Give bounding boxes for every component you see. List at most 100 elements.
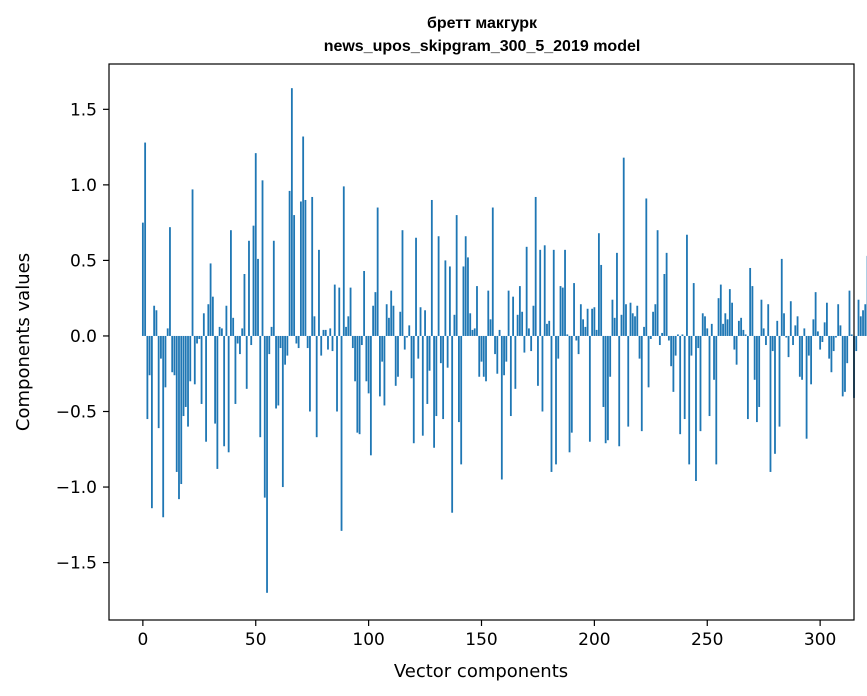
bar: [609, 335, 612, 377]
bar: [182, 335, 185, 417]
bar: [593, 307, 596, 336]
bar: [525, 246, 528, 336]
bar-series: [141, 88, 867, 593]
bar: [311, 196, 314, 336]
bar: [191, 189, 194, 336]
bar: [469, 313, 472, 336]
bar: [223, 335, 226, 447]
bar: [272, 240, 275, 336]
bar: [507, 290, 510, 336]
bar: [306, 335, 309, 349]
bar: [171, 335, 174, 373]
bar: [216, 335, 219, 469]
bar: [636, 305, 639, 336]
bar: [688, 335, 691, 465]
bar: [153, 305, 156, 336]
bar: [715, 335, 718, 465]
bar: [530, 335, 533, 352]
bar: [478, 335, 481, 377]
y-axis-label: Components values: [13, 253, 34, 431]
bar: [428, 335, 431, 371]
bar: [767, 304, 770, 336]
bar: [600, 264, 603, 336]
bar: [315, 335, 318, 438]
bar: [408, 325, 411, 336]
chart-title-line-1: бретт макгурк: [427, 15, 538, 32]
bar: [780, 258, 783, 336]
bar: [521, 311, 524, 336]
x-tick-label: 150: [465, 630, 497, 650]
bar: [559, 286, 562, 336]
bar: [281, 335, 284, 488]
bar: [207, 304, 210, 336]
bar: [324, 329, 327, 336]
bar: [458, 335, 460, 423]
bar: [859, 316, 862, 336]
bar: [733, 335, 736, 350]
bar: [327, 335, 329, 350]
bar: [351, 335, 354, 349]
bar: [322, 329, 325, 336]
bar: [828, 335, 831, 359]
bar: [157, 335, 160, 429]
bar: [455, 215, 458, 336]
bar: [354, 335, 356, 382]
bar: [358, 335, 361, 435]
bar: [728, 289, 731, 336]
bar: [482, 335, 485, 377]
bar: [385, 304, 388, 336]
bar: [541, 335, 544, 412]
bar: [437, 236, 440, 336]
bar: [144, 142, 147, 336]
bar: [835, 335, 837, 338]
x-axis: 0 50 100 150 200 250 300: [137, 620, 836, 650]
bar: [209, 263, 212, 336]
bar: [528, 328, 530, 336]
bar: [365, 335, 368, 382]
y-tick-label: −1.0: [56, 478, 97, 498]
bar: [774, 335, 776, 454]
bar: [785, 335, 788, 338]
bar: [214, 335, 217, 424]
bar: [225, 305, 228, 336]
bar: [383, 335, 386, 406]
bar: [169, 227, 171, 336]
bar: [638, 335, 641, 359]
bar: [677, 334, 679, 336]
bar: [433, 335, 435, 448]
bar: [805, 335, 808, 439]
bar: [681, 334, 684, 336]
bar: [290, 88, 293, 336]
bar: [320, 335, 323, 356]
bar: [656, 230, 659, 336]
bar: [613, 317, 616, 336]
bar: [841, 335, 844, 397]
bar: [514, 335, 517, 389]
bar: [180, 335, 183, 485]
bar: [758, 335, 761, 407]
y-tick-label: −0.5: [56, 403, 97, 423]
bar: [430, 199, 433, 336]
bar: [286, 335, 289, 356]
bar: [239, 335, 241, 355]
bar: [844, 335, 846, 392]
bar: [356, 335, 359, 433]
bar: [435, 335, 438, 417]
bar: [850, 334, 853, 336]
bar: [735, 335, 738, 365]
bar: [864, 304, 867, 336]
bar: [568, 335, 571, 453]
bar: [279, 335, 282, 349]
bar: [819, 335, 822, 350]
bar: [561, 287, 564, 336]
bar: [503, 335, 505, 376]
bar: [622, 157, 625, 336]
bar: [196, 335, 198, 344]
bar: [141, 222, 144, 336]
bar: [634, 316, 636, 336]
bar: [313, 316, 316, 336]
bar: [397, 335, 399, 377]
bar: [814, 292, 817, 336]
bar: [329, 328, 332, 336]
bar: [227, 335, 230, 453]
